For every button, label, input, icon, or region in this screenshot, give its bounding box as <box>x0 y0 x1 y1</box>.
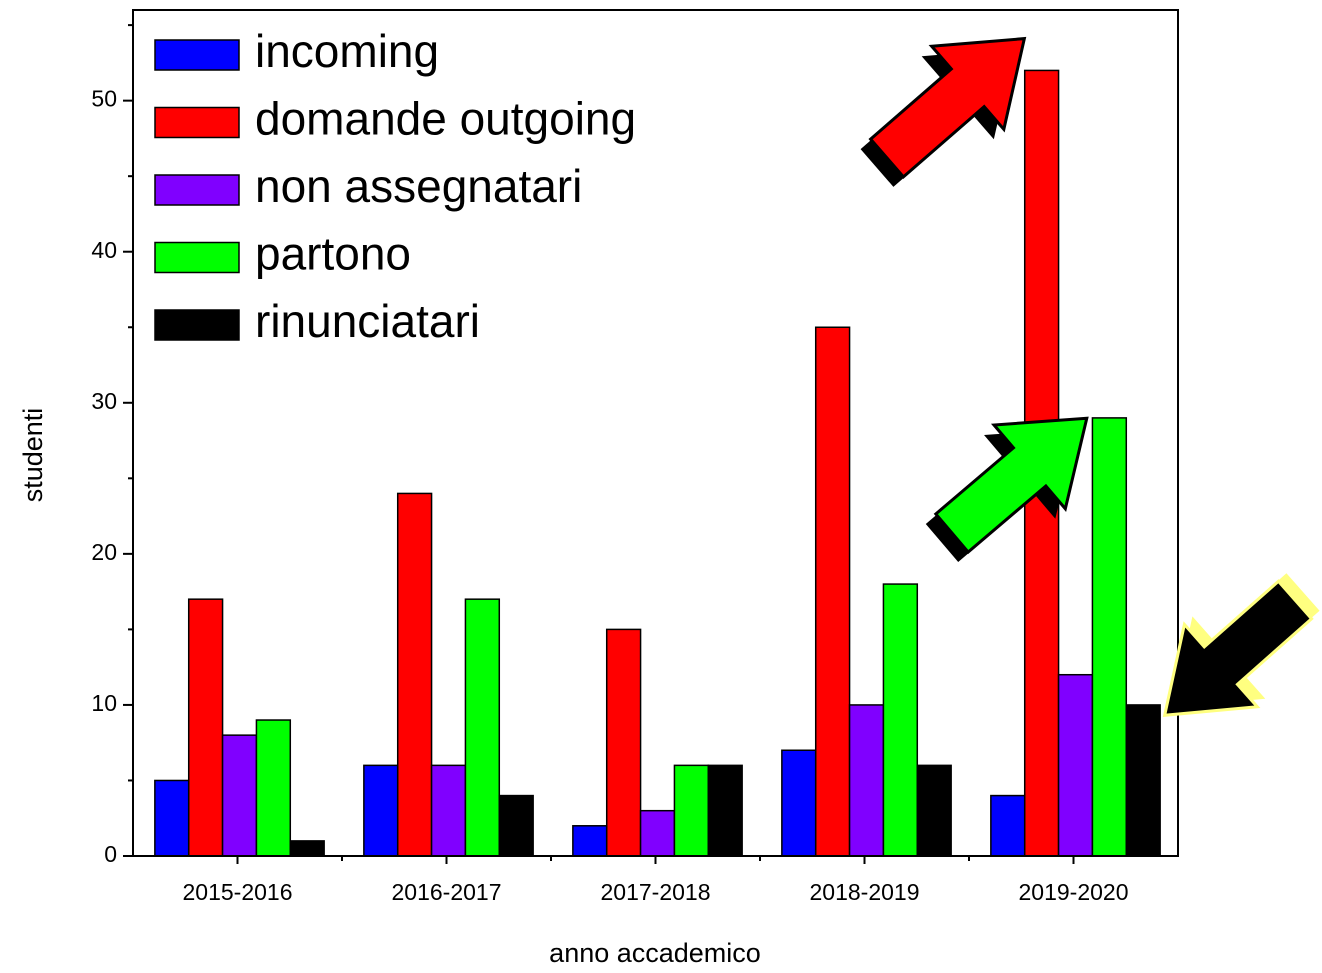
bar <box>363 764 399 857</box>
bar <box>781 749 817 857</box>
bar <box>990 794 1026 857</box>
x-tick-label: 2019-2020 <box>1019 879 1129 905</box>
legend-swatch <box>154 106 240 139</box>
bar <box>1091 417 1128 857</box>
bar <box>673 764 710 857</box>
arrow <box>933 416 1089 555</box>
bar <box>882 583 919 857</box>
y-tick-label: 10 <box>91 690 117 716</box>
y-tick-label: 0 <box>104 841 117 867</box>
bar <box>1057 673 1094 857</box>
x-axis-label: anno accademico <box>549 938 761 968</box>
legend-label: rinunciatari <box>255 295 480 347</box>
bar <box>464 598 501 857</box>
bar <box>639 809 676 857</box>
legend-swatch <box>154 309 240 341</box>
bar <box>707 764 743 857</box>
legend-label: domande outgoing <box>255 93 636 145</box>
legend-label: incoming <box>255 25 439 77</box>
arrow <box>868 36 1027 179</box>
y-tick-label: 50 <box>91 86 117 112</box>
y-tick-label: 20 <box>91 539 117 565</box>
bar <box>396 492 433 857</box>
x-tick-label: 2015-2016 <box>183 879 293 905</box>
bar <box>289 840 325 857</box>
legend-label: non assegnatari <box>255 160 582 212</box>
y-tick-label: 40 <box>91 237 117 263</box>
y-tick-label: 30 <box>91 388 117 414</box>
legend-swatch <box>154 174 240 206</box>
y-axis-label: studenti <box>18 408 48 503</box>
bar <box>848 704 885 857</box>
bar <box>916 764 952 857</box>
bar <box>221 734 258 857</box>
bar <box>187 598 224 857</box>
legend-swatch <box>154 39 240 71</box>
bar <box>814 326 851 857</box>
arrow <box>1162 579 1314 717</box>
bar <box>605 628 642 857</box>
bar <box>430 764 467 857</box>
x-tick-label: 2017-2018 <box>601 879 711 905</box>
annotation-arrows <box>860 36 1320 717</box>
bar <box>498 794 534 857</box>
x-tick-label: 2018-2019 <box>810 879 920 905</box>
x-tick-label: 2016-2017 <box>392 879 502 905</box>
bar <box>572 825 608 857</box>
bar <box>255 719 292 857</box>
bar <box>1125 704 1161 857</box>
legend-swatch <box>154 241 240 274</box>
bar <box>154 779 190 857</box>
legend-label: partono <box>255 228 411 280</box>
